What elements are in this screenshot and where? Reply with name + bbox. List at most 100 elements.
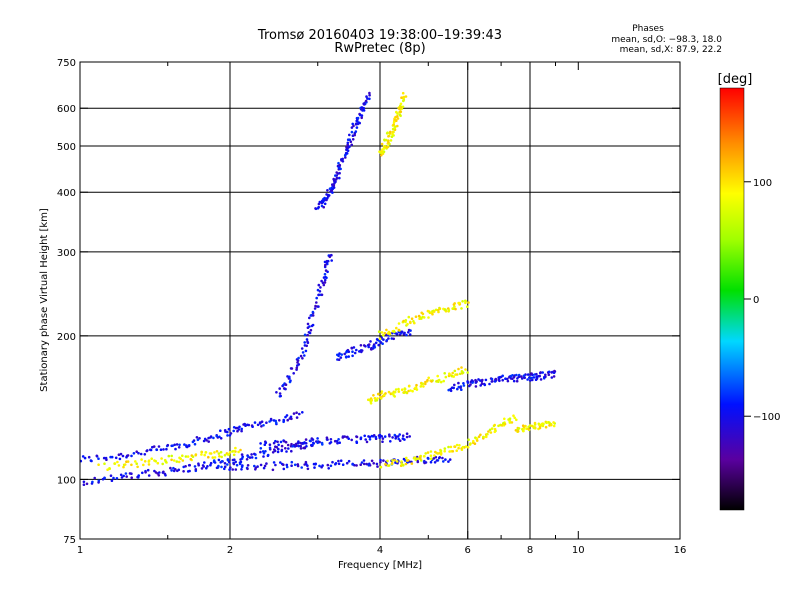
data-point-O [378, 436, 382, 440]
data-point-O [335, 171, 339, 174]
data-point-O [360, 350, 363, 354]
data-point-O [118, 457, 122, 461]
data-point-O [501, 378, 505, 382]
data-point-O [327, 467, 331, 470]
data-point-O [334, 462, 338, 465]
data-point-O [480, 382, 484, 386]
data-point-O [205, 439, 208, 442]
colorbar [719, 87, 745, 511]
data-point-O [324, 263, 327, 267]
data-point-O [360, 461, 364, 464]
data-point-X [170, 454, 173, 458]
data-point-O [277, 443, 280, 447]
data-point-X [532, 426, 536, 430]
data-point-O [159, 448, 163, 452]
data-point-O [311, 310, 315, 314]
data-point-O [176, 469, 179, 473]
data-point-O [381, 440, 384, 444]
data-point-O [456, 387, 459, 391]
data-point-O [368, 91, 371, 95]
data-point-O [220, 460, 224, 463]
data-point-O [263, 443, 267, 447]
data-point-X [516, 430, 520, 433]
stats-x-line: mean, sd,X: 87.9, 22.2 [620, 45, 722, 55]
data-point-O [271, 451, 275, 454]
data-point-O [220, 465, 223, 469]
data-point-X [552, 421, 555, 424]
data-point-O [382, 338, 385, 341]
data-point-X [466, 371, 470, 374]
data-point-X [386, 459, 389, 463]
data-point-O [339, 459, 343, 463]
data-point-O [218, 435, 221, 439]
data-point-O [306, 322, 310, 326]
data-point-O [493, 380, 497, 383]
data-point-O [81, 455, 85, 458]
y-tick-label: 300 [57, 248, 76, 259]
data-point-X [461, 445, 465, 449]
data-point-O [340, 158, 343, 161]
data-point-O [303, 354, 306, 357]
data-point-O [310, 437, 314, 440]
data-point-O [343, 352, 347, 356]
data-point-X [135, 462, 138, 466]
data-point-X [421, 312, 425, 316]
data-point-O [343, 435, 347, 438]
data-point-O [290, 464, 293, 468]
data-point-O [374, 341, 378, 345]
data-point-O [248, 456, 252, 459]
data-point-O [360, 107, 364, 110]
data-point-X [453, 302, 457, 305]
data-point-O [526, 378, 529, 381]
data-point-X [402, 95, 406, 99]
data-point-X [443, 449, 447, 453]
data-point-X [395, 119, 398, 122]
data-point-O [401, 434, 405, 438]
data-point-O [408, 333, 412, 336]
data-point-X [376, 397, 379, 400]
data-point-O [89, 459, 93, 462]
data-point-O [368, 93, 371, 97]
data-point-X [399, 110, 403, 114]
data-point-O [350, 346, 354, 350]
data-point-O [367, 464, 371, 467]
colorbar-tick-label: 0 [753, 295, 759, 306]
data-point-X [388, 142, 391, 146]
data-point-O [207, 440, 210, 443]
data-point-O [231, 458, 235, 462]
data-point-O [377, 343, 381, 347]
data-point-X [391, 130, 395, 134]
data-point-O [130, 454, 133, 458]
data-point-X [380, 390, 384, 393]
data-point-X [422, 385, 425, 388]
y-axis-label: Stationary phase Virtual Height [km] [39, 208, 50, 392]
data-point-O [530, 376, 533, 380]
data-point-X [444, 375, 448, 379]
data-point-X [410, 462, 414, 465]
data-point-O [297, 444, 301, 448]
data-point-O [262, 452, 266, 455]
data-point-O [541, 371, 544, 374]
data-point-O [347, 459, 351, 463]
data-point-O [366, 97, 369, 100]
data-point-X [467, 301, 470, 304]
data-point-O [299, 354, 303, 358]
data-point-O [130, 476, 133, 480]
x-tick-label: 4 [377, 545, 383, 556]
data-point-O [351, 350, 354, 354]
data-point-O [260, 425, 263, 428]
data-point-O [174, 447, 177, 451]
data-point-X [542, 422, 545, 426]
data-point-O [77, 480, 80, 483]
data-point-X [473, 442, 477, 446]
data-point-X [467, 438, 470, 442]
data-point-O [279, 440, 283, 444]
chart-title: Tromsø 20160403 19:38:00–19:39:43 [257, 28, 502, 43]
data-point-O [305, 338, 309, 341]
data-point-O [263, 464, 267, 468]
data-point-O [234, 460, 237, 464]
data-point-X [443, 372, 447, 375]
data-point-O [470, 379, 474, 382]
data-point-O [374, 435, 378, 439]
